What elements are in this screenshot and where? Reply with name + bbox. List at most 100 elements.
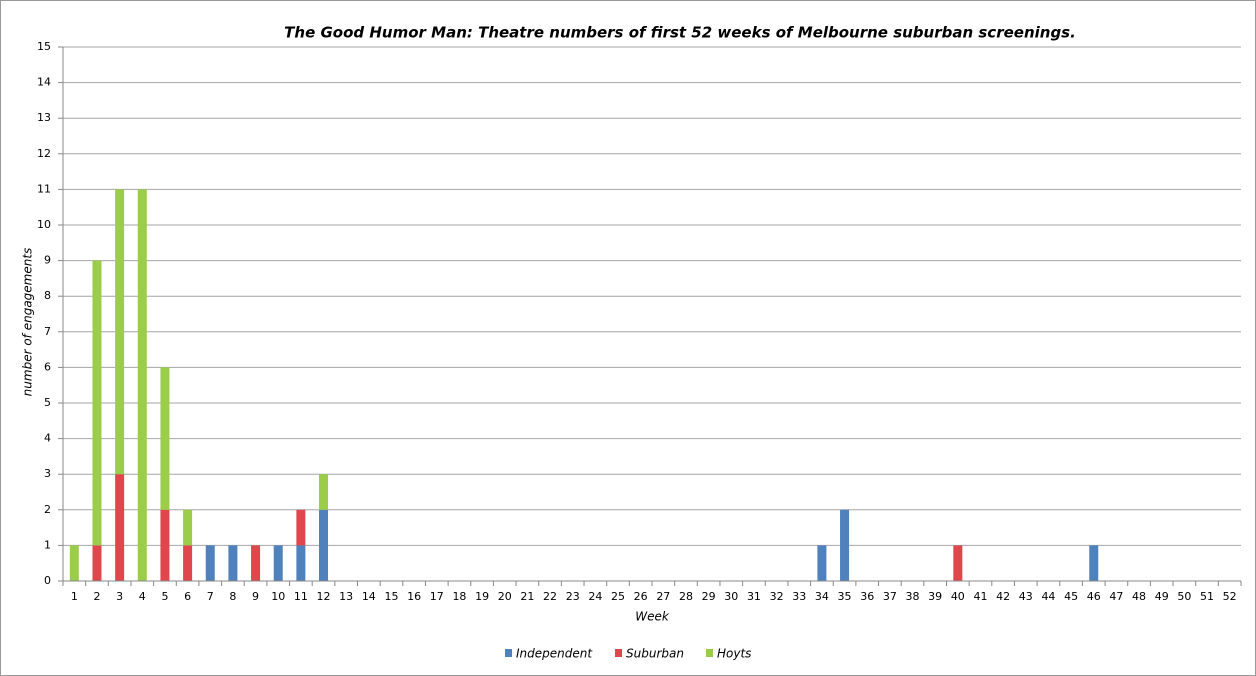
y-tick-label: 7 <box>44 325 51 338</box>
bar-segment <box>251 545 261 581</box>
x-tick-label: 17 <box>430 590 444 603</box>
bar-segment <box>319 474 329 510</box>
y-tick-label: 9 <box>44 254 51 267</box>
x-tick-label: 31 <box>747 590 761 603</box>
x-tick-label: 10 <box>271 590 285 603</box>
x-tick-label: 26 <box>634 590 648 603</box>
x-tick-label: 25 <box>611 590 625 603</box>
x-tick-label: 43 <box>1019 590 1033 603</box>
x-tick-label: 5 <box>161 590 168 603</box>
x-tick-label: 38 <box>906 590 920 603</box>
bar-segment <box>92 545 102 581</box>
x-tick-label: 23 <box>566 590 580 603</box>
x-tick-label: 30 <box>724 590 738 603</box>
bar-segment <box>183 509 193 546</box>
x-tick-label: 35 <box>838 590 852 603</box>
y-tick-label: 4 <box>44 432 51 445</box>
x-tick-label: 19 <box>475 590 489 603</box>
x-tick-label: 40 <box>951 590 965 603</box>
x-tick-label: 21 <box>520 590 534 603</box>
x-tick-label: 27 <box>656 590 670 603</box>
x-tick-label: 13 <box>339 590 353 603</box>
y-tick-label: 15 <box>37 40 51 53</box>
x-tick-label: 34 <box>815 590 829 603</box>
bar-segment <box>817 545 827 581</box>
x-axis-title: Week <box>635 610 670 624</box>
legend-swatch <box>505 649 512 657</box>
x-tick-label: 48 <box>1132 590 1146 603</box>
x-tick-label: 12 <box>317 590 331 603</box>
x-tick-label: 51 <box>1200 590 1214 603</box>
y-tick-label: 10 <box>37 218 51 231</box>
bar-segment <box>296 509 306 546</box>
y-tick-label: 14 <box>37 76 51 89</box>
x-tick-label: 22 <box>543 590 557 603</box>
y-tick-label: 8 <box>44 289 51 302</box>
y-axis-title: number of engagements <box>21 248 35 397</box>
y-tick-label: 6 <box>44 360 51 373</box>
x-tick-label: 20 <box>498 590 512 603</box>
legend-label: Independent <box>516 647 593 661</box>
bar-segment <box>953 545 963 581</box>
x-tick-label: 36 <box>860 590 874 603</box>
x-tick-label: 3 <box>116 590 123 603</box>
x-tick-label: 28 <box>679 590 693 603</box>
bar-segment <box>1089 545 1099 581</box>
y-tick-label: 3 <box>44 467 51 480</box>
x-tick-label: 42 <box>996 590 1010 603</box>
bar-segment <box>115 189 125 475</box>
bar-segment <box>115 474 125 581</box>
x-tick-label: 15 <box>384 590 398 603</box>
x-tick-label: 33 <box>792 590 806 603</box>
bar-segment <box>273 545 283 581</box>
x-tick-label: 1 <box>71 590 78 603</box>
x-tick-label: 2 <box>93 590 100 603</box>
x-tick-label: 49 <box>1155 590 1169 603</box>
legend-label: Suburban <box>626 647 684 661</box>
x-tick-label: 39 <box>928 590 942 603</box>
y-tick-label: 2 <box>44 503 51 516</box>
bar-segment <box>319 509 329 581</box>
x-tick-label: 24 <box>588 590 602 603</box>
bar-segment <box>69 545 79 581</box>
x-tick-label: 45 <box>1064 590 1078 603</box>
x-tick-label: 18 <box>452 590 466 603</box>
bar-segment <box>137 189 147 581</box>
y-tick-label: 12 <box>37 147 51 160</box>
x-tick-label: 9 <box>252 590 259 603</box>
x-tick-label: 8 <box>229 590 236 603</box>
legend-swatch <box>615 649 622 657</box>
bar-segment <box>92 260 102 546</box>
y-tick-label: 0 <box>44 574 51 587</box>
x-tick-label: 6 <box>184 590 191 603</box>
bar-segment <box>205 545 215 581</box>
x-tick-label: 4 <box>139 590 146 603</box>
x-tick-label: 44 <box>1041 590 1055 603</box>
y-tick-label: 5 <box>44 396 51 409</box>
x-tick-label: 47 <box>1109 590 1123 603</box>
legend-label: Hoyts <box>717 647 751 661</box>
x-tick-label: 29 <box>702 590 716 603</box>
bar-segment <box>160 367 170 510</box>
bar-segment <box>183 545 193 581</box>
x-tick-label: 46 <box>1087 590 1101 603</box>
y-tick-label: 1 <box>44 538 51 551</box>
y-tick-label: 13 <box>37 111 51 124</box>
x-tick-label: 41 <box>973 590 987 603</box>
x-tick-label: 11 <box>294 590 308 603</box>
x-tick-label: 32 <box>770 590 784 603</box>
bar-segment <box>296 545 306 581</box>
y-tick-label: 11 <box>37 182 51 195</box>
legend-swatch <box>706 649 713 657</box>
x-tick-label: 7 <box>207 590 214 603</box>
bar-segment <box>160 509 170 581</box>
bar-segment <box>228 545 238 581</box>
chart-title: The Good Humor Man: Theatre numbers of f… <box>284 24 1076 42</box>
x-tick-label: 14 <box>362 590 376 603</box>
x-tick-label: 52 <box>1223 590 1237 603</box>
x-tick-label: 16 <box>407 590 421 603</box>
x-tick-label: 37 <box>883 590 897 603</box>
bar-segment <box>840 509 850 581</box>
